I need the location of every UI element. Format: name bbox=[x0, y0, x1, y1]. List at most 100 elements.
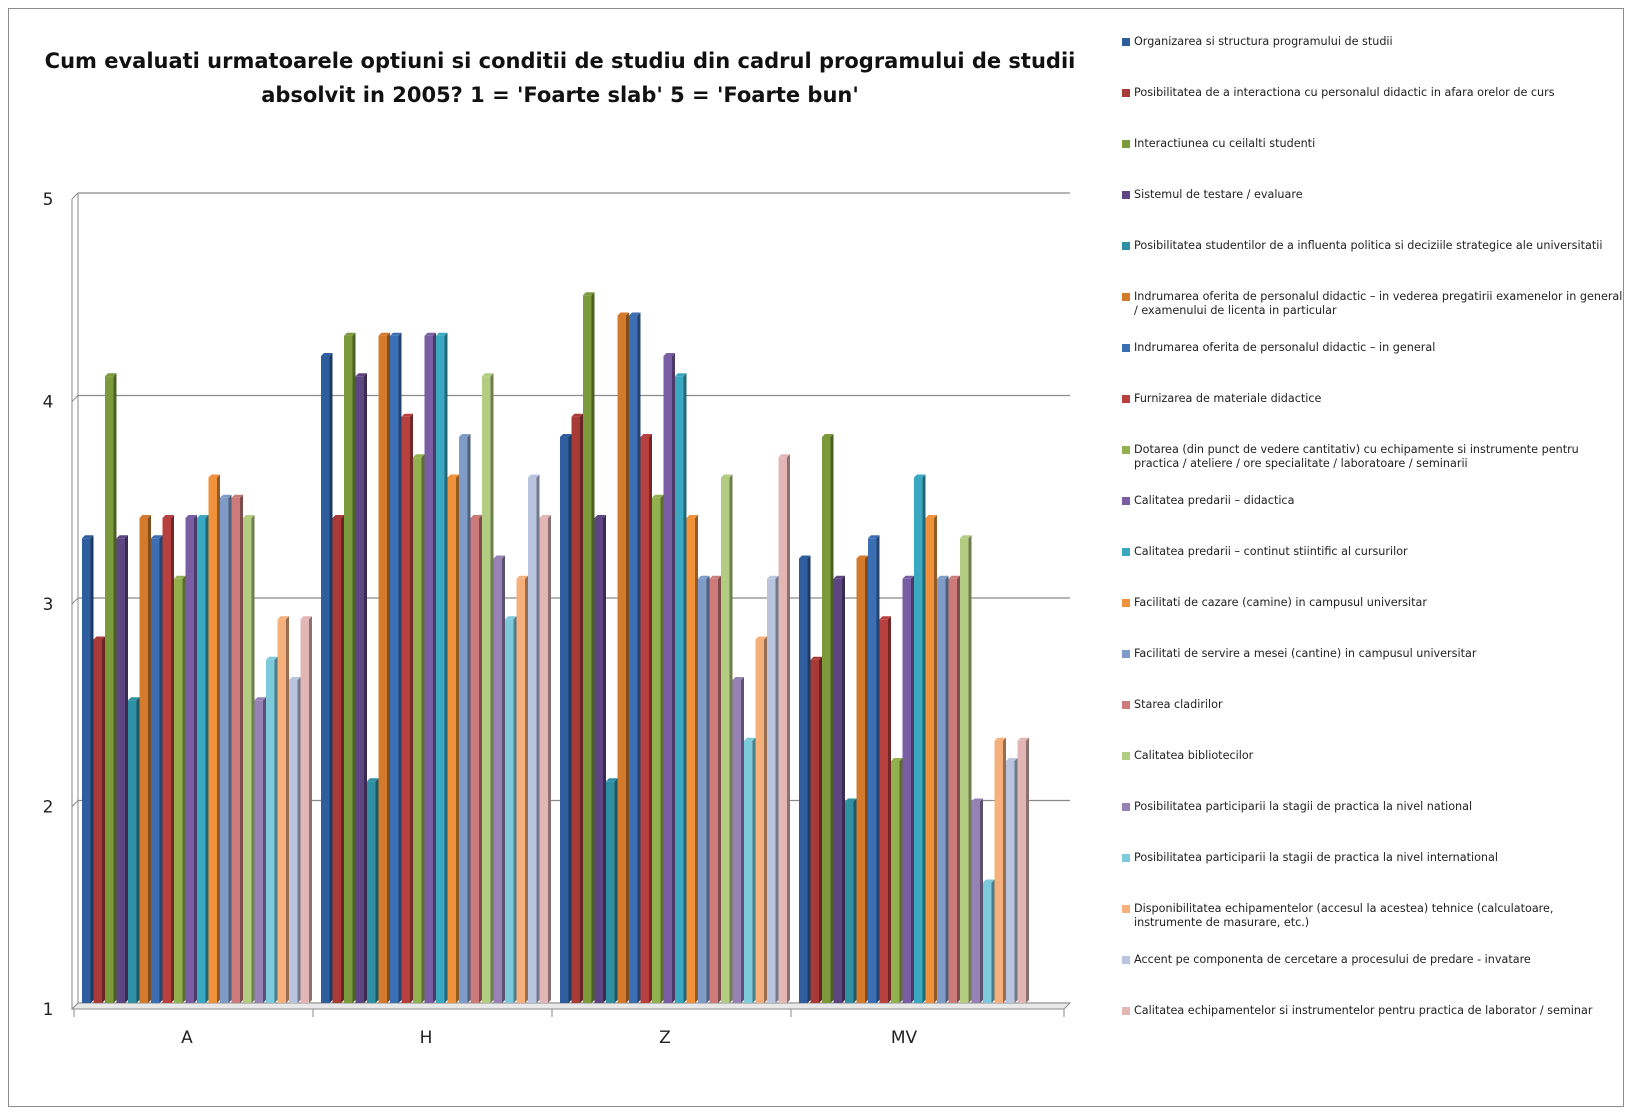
bar-top bbox=[663, 353, 675, 356]
bar bbox=[810, 659, 819, 1003]
chart-floor bbox=[70, 1002, 1072, 1010]
bar-top bbox=[571, 413, 583, 417]
legend-label: Calitatea predarii – didactica bbox=[1134, 494, 1295, 507]
bar-top bbox=[856, 555, 868, 559]
bar bbox=[914, 477, 923, 1003]
bar bbox=[755, 639, 764, 1003]
bar-side bbox=[729, 474, 733, 1003]
bar bbox=[321, 356, 330, 1003]
bar-side bbox=[626, 312, 629, 1003]
bar bbox=[571, 416, 580, 1003]
bar-side bbox=[205, 515, 209, 1003]
bar bbox=[470, 518, 479, 1003]
bar bbox=[424, 335, 433, 1003]
legend-label: Facilitati de servire a mesei (cantine) … bbox=[1134, 647, 1477, 660]
bar-top bbox=[539, 515, 551, 518]
bar-side bbox=[352, 332, 356, 1003]
bar-top bbox=[902, 575, 914, 579]
bar bbox=[300, 619, 309, 1003]
bar bbox=[744, 740, 753, 1003]
bar-side bbox=[991, 879, 995, 1003]
bar bbox=[767, 578, 776, 1003]
bar-side bbox=[387, 332, 390, 1003]
bar-side bbox=[513, 616, 517, 1003]
bar bbox=[93, 639, 102, 1003]
bar-top bbox=[971, 798, 983, 802]
bar bbox=[539, 518, 548, 1003]
legend-label: Facilitati de cazare (camine) in campusu… bbox=[1134, 596, 1427, 609]
bar-side bbox=[182, 575, 186, 1003]
y-tick-label: 5 bbox=[43, 190, 54, 210]
gridline-depth bbox=[71, 597, 79, 605]
legend-label: Posibilitatea de a interactiona cu perso… bbox=[1134, 86, 1555, 99]
bar-side bbox=[159, 535, 163, 1003]
legend-label: Accent pe componenta de cercetare a proc… bbox=[1134, 953, 1531, 966]
bar-top bbox=[289, 677, 301, 680]
bar-top bbox=[378, 332, 390, 336]
bar-top bbox=[606, 778, 618, 782]
bar bbox=[799, 558, 808, 1003]
bar bbox=[254, 700, 263, 1003]
bar bbox=[994, 740, 1003, 1003]
bar bbox=[208, 477, 217, 1003]
bar-top bbox=[197, 515, 209, 518]
gridline-depth bbox=[71, 800, 79, 807]
gridline-depth bbox=[71, 395, 79, 402]
x-tick-label: A bbox=[181, 1028, 193, 1048]
legend-label: Organizarea si structura programului de … bbox=[1134, 35, 1393, 48]
bar-side bbox=[899, 758, 903, 1003]
bar-top bbox=[822, 434, 834, 437]
legend-label: Calitatea predarii – continut stiintific… bbox=[1134, 545, 1408, 558]
bar-side bbox=[934, 515, 937, 1003]
bar-top bbox=[401, 413, 413, 417]
bar bbox=[82, 538, 91, 1003]
bar-side bbox=[148, 515, 151, 1003]
bar-side bbox=[309, 616, 312, 1003]
bar bbox=[162, 518, 171, 1003]
bar-top bbox=[845, 798, 857, 802]
bar-side bbox=[911, 575, 914, 1003]
legend-swatch bbox=[1122, 293, 1130, 301]
bar bbox=[390, 335, 399, 1003]
bar bbox=[447, 477, 456, 1003]
legend-swatch bbox=[1122, 38, 1130, 46]
x-tick-label: Z bbox=[659, 1028, 671, 1048]
legend-swatch bbox=[1122, 956, 1130, 964]
bar bbox=[378, 335, 387, 1003]
bar bbox=[493, 558, 502, 1003]
bar-top bbox=[617, 312, 629, 316]
bar bbox=[675, 376, 684, 1003]
bar bbox=[1006, 761, 1015, 1003]
bar-side bbox=[980, 798, 983, 1003]
bar-side bbox=[444, 332, 448, 1003]
bar-side bbox=[113, 373, 117, 1003]
bar-side bbox=[251, 515, 255, 1003]
bar-side bbox=[329, 353, 333, 1003]
bar-side bbox=[865, 555, 868, 1003]
bar bbox=[1017, 740, 1026, 1003]
bar-side bbox=[968, 535, 972, 1003]
y-tick-label: 1 bbox=[43, 1000, 54, 1020]
bar bbox=[482, 376, 491, 1003]
bar-side bbox=[830, 434, 834, 1003]
bar-side bbox=[217, 474, 220, 1003]
bar-side bbox=[603, 515, 606, 1003]
bar-top bbox=[208, 474, 220, 478]
bar-top bbox=[937, 575, 949, 579]
bar-side bbox=[502, 555, 505, 1003]
bar bbox=[640, 437, 649, 1003]
legend-swatch bbox=[1122, 701, 1130, 709]
legend-label: Dotarea (din punct de vedere cantitativ)… bbox=[1134, 443, 1579, 470]
bar-side bbox=[375, 778, 379, 1003]
bar-side bbox=[718, 575, 721, 1003]
bar-side bbox=[125, 535, 128, 1003]
bar-side bbox=[1003, 737, 1006, 1003]
bar-top bbox=[243, 515, 255, 518]
bar-top bbox=[560, 434, 572, 437]
bar-side bbox=[695, 515, 698, 1003]
bar bbox=[822, 437, 831, 1003]
bar-top bbox=[367, 778, 379, 782]
bar-side bbox=[364, 373, 367, 1003]
bar bbox=[289, 680, 298, 1003]
bar bbox=[516, 578, 525, 1003]
